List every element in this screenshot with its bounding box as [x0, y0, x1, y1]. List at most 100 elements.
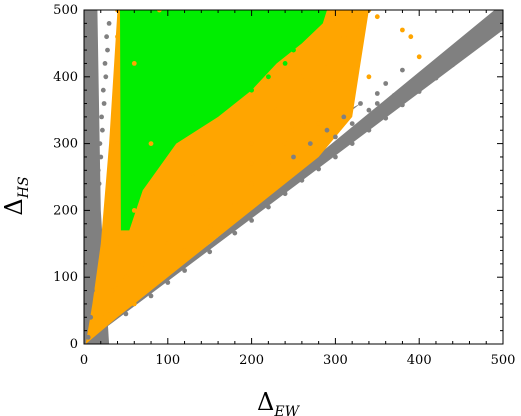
point-s2-15: [266, 74, 271, 80]
point-s2-10: [182, 127, 188, 133]
point-s1-43: [165, 241, 171, 247]
point-s0-12: [106, 21, 112, 26]
point-s2-9: [165, 141, 171, 147]
point-s1-8: [131, 301, 137, 307]
point-s0-21: [100, 87, 106, 93]
point-s2-17: [291, 47, 296, 53]
point-s2-6: [131, 21, 137, 26]
point-s0-52: [374, 91, 380, 96]
x-tick-label-0: 0: [80, 353, 88, 368]
y-tick-label-1: 100: [53, 270, 78, 285]
point-s0-34: [316, 166, 321, 172]
point-s0-32: [282, 191, 288, 197]
point-s0-36: [349, 141, 355, 147]
point-s0-2: [90, 288, 95, 293]
point-s0-4: [93, 234, 99, 240]
point-s0-11: [105, 47, 110, 53]
density-regions: [84, 10, 503, 344]
point-s0-9: [101, 101, 107, 106]
point-s1-38: [349, 87, 355, 93]
point-s0-18: [95, 167, 101, 173]
point-s1-49: [408, 34, 414, 40]
point-s1-32: [299, 74, 305, 80]
point-s0-37: [366, 127, 372, 133]
point-s0-15: [90, 248, 96, 253]
point-s2-19: [307, 21, 313, 26]
point-s1-46: [110, 288, 116, 293]
point-s0-43: [467, 49, 472, 54]
point-s1-14: [249, 181, 255, 187]
point-s1-0: [106, 308, 112, 313]
point-s1-53: [341, 34, 347, 40]
point-s0-67: [441, 57, 447, 63]
point-s0-46: [500, 10, 503, 13]
point-s1-24: [131, 208, 137, 213]
point-s0-49: [324, 127, 330, 133]
point-s1-18: [316, 101, 321, 106]
point-s1-54: [324, 61, 330, 66]
point-s1-25: [148, 141, 154, 147]
y-tick-label-5: 500: [53, 3, 78, 18]
point-s1-51: [358, 27, 363, 33]
point-s1-47: [102, 314, 108, 320]
point-s2-14: [249, 87, 255, 93]
point-s2-2: [131, 154, 137, 160]
point-s0-6: [96, 181, 102, 187]
point-s1-6: [115, 34, 120, 40]
point-s2-16: [282, 61, 288, 66]
point-s2-11: [198, 114, 204, 120]
x-axis-label-symbol: Δ: [257, 388, 274, 416]
point-s0-55: [333, 134, 338, 140]
point-s1-36: [316, 121, 321, 126]
point-s2-8: [148, 161, 154, 167]
point-s1-42: [207, 208, 213, 213]
point-s1-22: [358, 21, 363, 26]
point-s0-5: [95, 208, 100, 213]
point-s1-9: [148, 281, 154, 287]
point-s1-37: [333, 107, 338, 113]
point-s1-16: [282, 141, 288, 147]
y-axis-label-subscript: HS: [16, 176, 32, 199]
point-s2-29: [165, 101, 171, 106]
point-s1-48: [400, 27, 405, 33]
point-s2-13: [232, 94, 238, 100]
point-s0-68: [458, 46, 464, 52]
point-s1-5: [115, 87, 120, 93]
point-s0-41: [433, 75, 439, 81]
point-s0-50: [341, 114, 347, 120]
x-tick-label-3: 300: [323, 353, 348, 368]
point-s1-52: [374, 14, 380, 20]
point-s1-12: [207, 224, 213, 230]
point-s0-64: [391, 93, 397, 98]
point-s0-42: [450, 62, 456, 68]
point-s2-18: [299, 34, 305, 40]
y-tick-label-3: 300: [53, 137, 78, 152]
point-s1-10: [165, 268, 171, 273]
point-s2-30: [207, 74, 213, 80]
point-s0-3: [91, 261, 97, 267]
point-s0-25: [148, 293, 154, 299]
point-s0-10: [103, 74, 109, 80]
point-s1-4: [115, 141, 120, 147]
x-tick-label-2: 200: [239, 353, 264, 368]
point-s1-30: [249, 141, 255, 147]
y-tick-label-2: 200: [53, 203, 78, 218]
x-tick-label-4: 400: [407, 353, 432, 368]
point-s0-65: [408, 79, 414, 85]
point-s1-29: [215, 167, 221, 173]
point-s0-40: [416, 89, 422, 94]
point-s0-56: [349, 121, 355, 126]
point-s1-11: [182, 248, 188, 253]
point-s1-15: [266, 161, 271, 167]
point-s1-45: [123, 274, 129, 280]
point-s0-13: [86, 301, 92, 307]
x-tick-label-5: 500: [491, 353, 516, 368]
point-s0-16: [92, 221, 98, 227]
x-axis-ticks: 0 100 200 300 400 500: [80, 10, 516, 368]
point-s0-1: [88, 314, 94, 320]
point-s1-39: [366, 74, 372, 80]
point-s0-28: [207, 249, 213, 255]
y-tick-label-0: 0: [70, 337, 78, 352]
point-s0-17: [94, 194, 99, 200]
